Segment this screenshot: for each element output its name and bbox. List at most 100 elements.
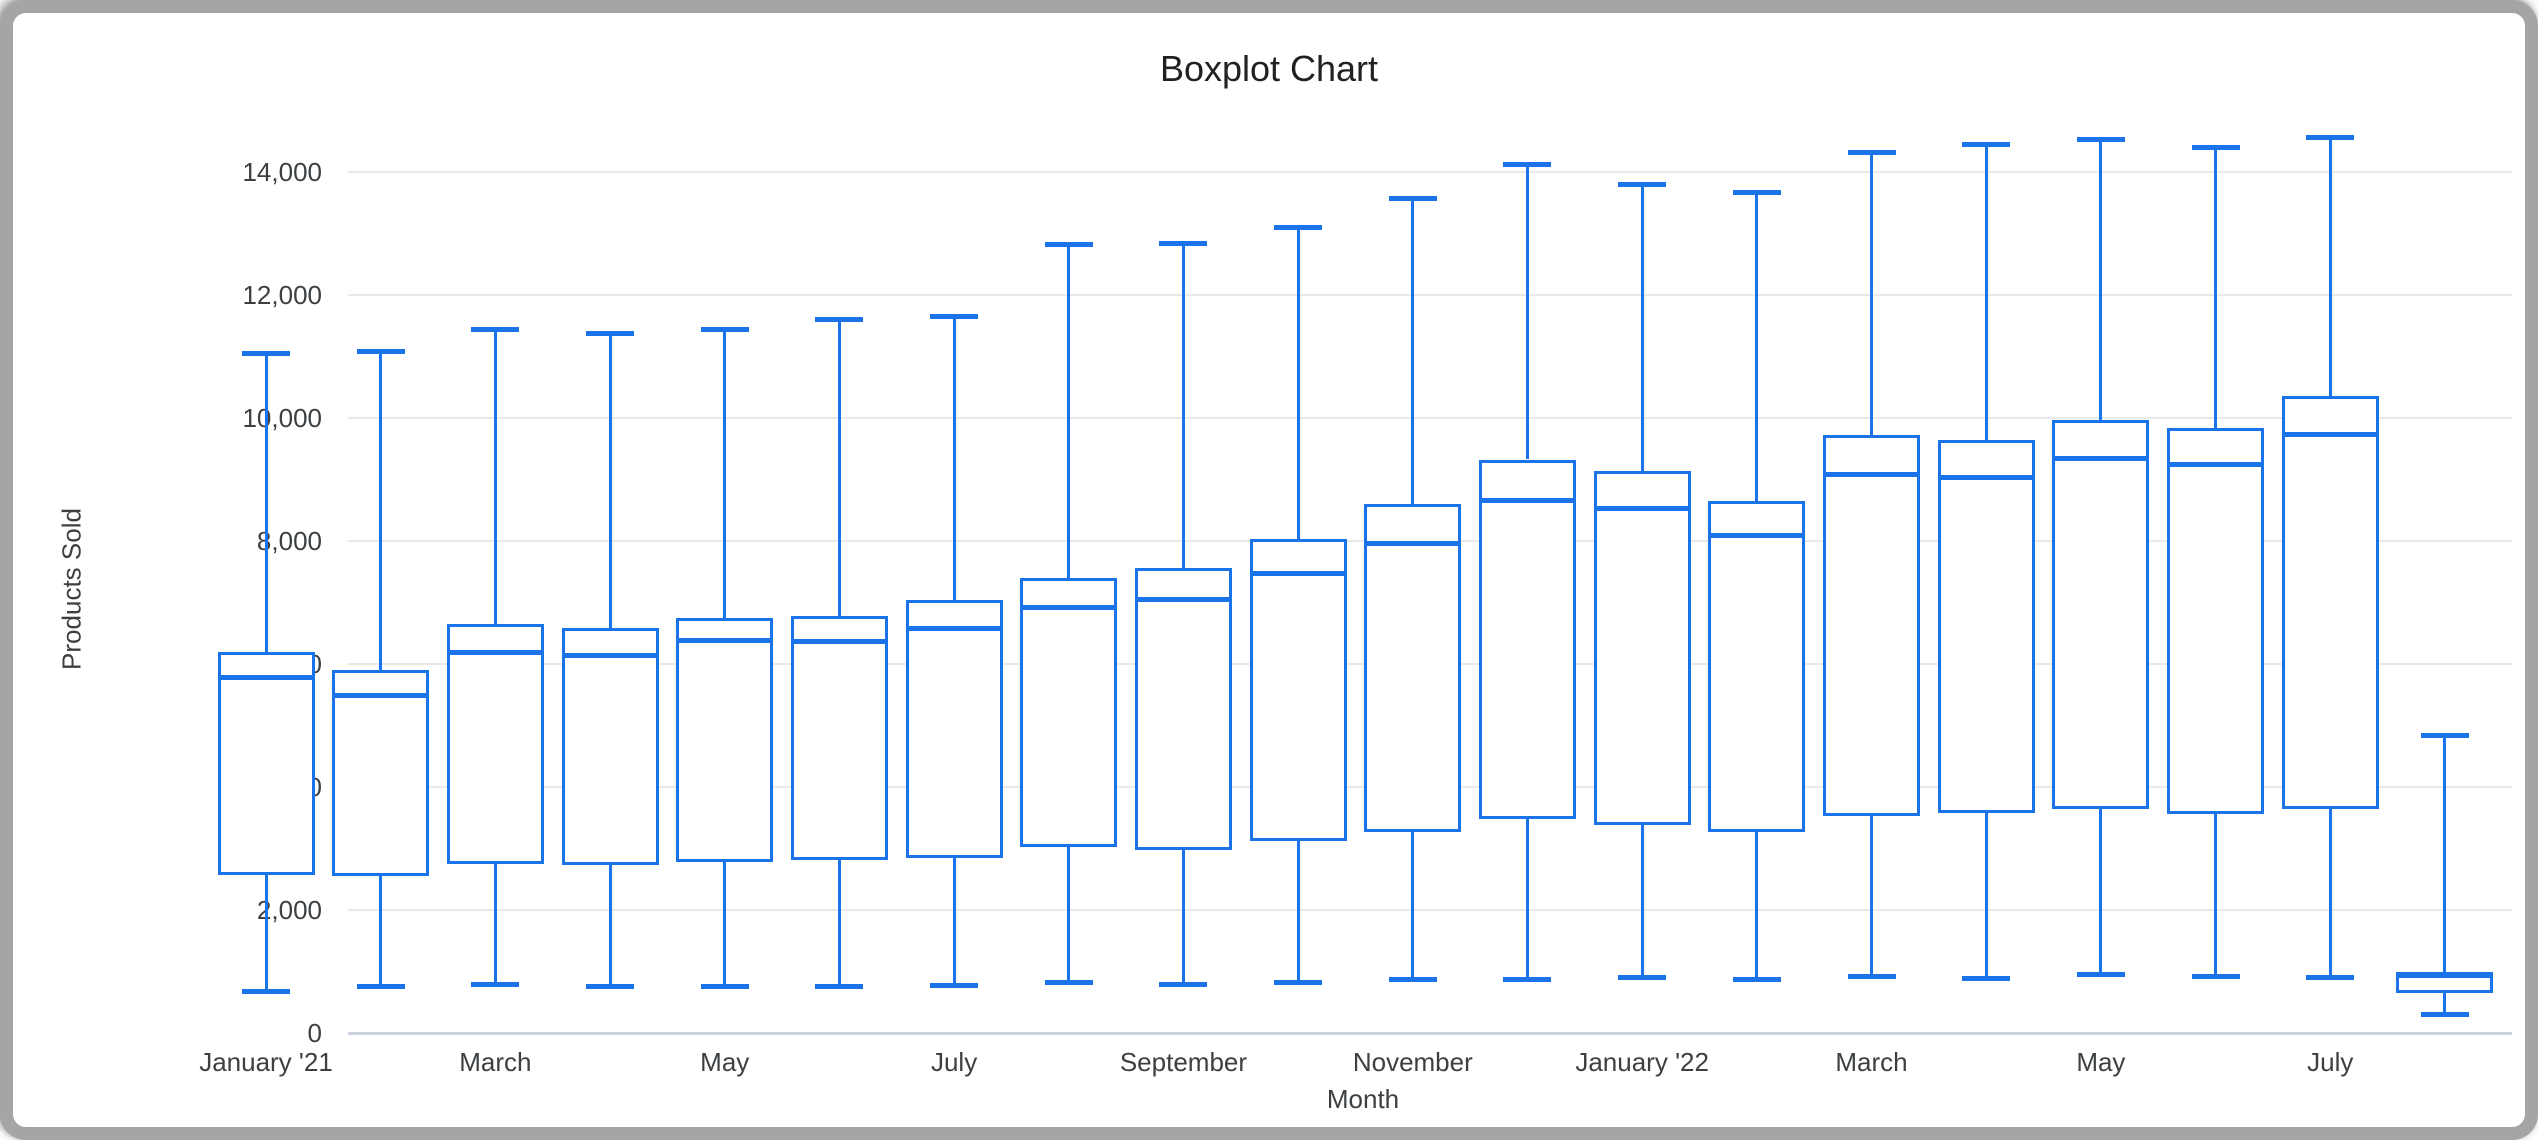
upper-whisker-stem xyxy=(1984,144,1988,440)
iqr-box[interactable] xyxy=(1478,459,1576,819)
x-tick-label: March xyxy=(1835,1047,1908,1077)
max-whisker-cap xyxy=(930,314,979,320)
boxplot-chart: Boxplot Chart Products Sold 02,0004,0006… xyxy=(26,26,2512,1114)
iqr-box[interactable] xyxy=(905,600,1003,858)
iqr-box[interactable] xyxy=(2281,396,2379,809)
iqr-box[interactable] xyxy=(1249,539,1347,841)
max-whisker-cap xyxy=(1962,142,2011,148)
median-line xyxy=(1020,605,1118,611)
iqr-box[interactable] xyxy=(1593,471,1691,825)
median-line xyxy=(446,649,544,655)
iqr-box[interactable] xyxy=(1364,503,1462,832)
gridline xyxy=(348,294,2512,297)
iqr-box[interactable] xyxy=(1823,434,1921,817)
upper-whisker-stem xyxy=(1870,152,1874,435)
min-whisker-cap xyxy=(2076,972,2125,978)
gridline xyxy=(348,909,2512,912)
iqr-box[interactable] xyxy=(676,617,774,863)
max-whisker-cap xyxy=(2076,136,2125,142)
upper-whisker-stem xyxy=(723,329,727,618)
max-whisker-cap xyxy=(1159,240,1208,246)
median-line xyxy=(790,639,888,645)
lower-whisker-stem xyxy=(1411,831,1415,980)
x-tick-label: July xyxy=(2307,1047,2354,1077)
lower-whisker-stem xyxy=(2328,808,2332,978)
upper-whisker-stem xyxy=(837,319,841,616)
upper-whisker-stem xyxy=(608,333,612,628)
x-tick-label: March xyxy=(459,1047,532,1077)
median-line xyxy=(2167,461,2265,467)
median-line xyxy=(1593,505,1691,511)
upper-whisker-stem xyxy=(1640,184,1644,472)
lower-whisker-stem xyxy=(952,858,956,986)
max-whisker-cap xyxy=(815,317,864,323)
lower-whisker-stem xyxy=(2099,809,2103,975)
iqr-box[interactable] xyxy=(2167,427,2265,815)
median-line xyxy=(2052,455,2150,461)
max-whisker-cap xyxy=(2420,732,2469,738)
min-whisker-cap xyxy=(1847,974,1896,980)
y-tick-label: 8,000 xyxy=(256,526,322,557)
max-whisker-cap xyxy=(1388,196,1437,202)
max-whisker-cap xyxy=(1503,162,1552,168)
min-whisker-cap xyxy=(2420,1012,2469,1018)
x-tick-label: September xyxy=(1119,1047,1248,1077)
upper-whisker-stem xyxy=(264,353,268,652)
iqr-box[interactable] xyxy=(1020,577,1118,847)
lower-whisker-stem xyxy=(1296,840,1300,983)
min-whisker-cap xyxy=(356,984,405,990)
min-whisker-cap xyxy=(471,981,520,987)
min-whisker-cap xyxy=(930,982,979,988)
upper-whisker-stem xyxy=(379,351,383,671)
lower-whisker-stem xyxy=(837,859,841,987)
iqr-box[interactable] xyxy=(446,624,544,865)
iqr-box[interactable] xyxy=(1708,500,1806,833)
upper-whisker-stem xyxy=(1525,164,1529,460)
x-tick-label: May xyxy=(700,1047,750,1077)
lower-whisker-stem xyxy=(1181,850,1185,985)
min-whisker-cap xyxy=(1388,977,1437,983)
max-whisker-cap xyxy=(1847,150,1896,156)
upper-whisker-stem xyxy=(952,316,956,601)
lower-whisker-stem xyxy=(608,864,612,987)
y-tick-label: 2,000 xyxy=(256,895,322,926)
y-tick-label: 14,000 xyxy=(242,157,322,188)
y-tick-label: 0 xyxy=(307,1018,322,1049)
upper-whisker-stem xyxy=(1296,227,1300,540)
median-line xyxy=(1478,498,1576,504)
lower-whisker-stem xyxy=(723,862,727,987)
x-tick-label: January '21 xyxy=(199,1047,333,1077)
min-whisker-cap xyxy=(1159,981,1208,987)
upper-whisker-stem xyxy=(2443,735,2447,972)
gridline xyxy=(348,171,2512,174)
upper-whisker-stem xyxy=(1181,243,1185,569)
iqr-box[interactable] xyxy=(332,670,430,877)
lower-whisker-stem xyxy=(379,876,383,987)
median-line xyxy=(905,625,1003,631)
median-line xyxy=(1937,475,2035,481)
max-whisker-cap xyxy=(586,330,635,336)
iqr-box[interactable] xyxy=(790,615,888,860)
median-line xyxy=(1134,596,1232,602)
y-tick-label: 10,000 xyxy=(242,403,322,434)
iqr-box[interactable] xyxy=(2052,419,2150,810)
median-line xyxy=(332,692,430,698)
median-line xyxy=(2281,432,2379,438)
x-axis-title: Month xyxy=(1326,1084,1400,1114)
max-whisker-cap xyxy=(2191,145,2240,151)
min-whisker-cap xyxy=(1503,976,1552,982)
min-whisker-cap xyxy=(700,984,749,990)
min-whisker-cap xyxy=(586,984,635,990)
iqr-box[interactable] xyxy=(1937,439,2035,813)
iqr-box[interactable] xyxy=(1134,568,1232,851)
max-whisker-cap xyxy=(1618,182,1667,188)
iqr-box[interactable] xyxy=(217,652,315,876)
max-whisker-cap xyxy=(700,326,749,332)
iqr-box[interactable] xyxy=(561,628,659,865)
max-whisker-cap xyxy=(1044,241,1093,247)
min-whisker-cap xyxy=(1962,976,2011,982)
min-whisker-cap xyxy=(1618,975,1667,981)
median-line xyxy=(1249,570,1347,576)
max-whisker-cap xyxy=(356,349,405,355)
